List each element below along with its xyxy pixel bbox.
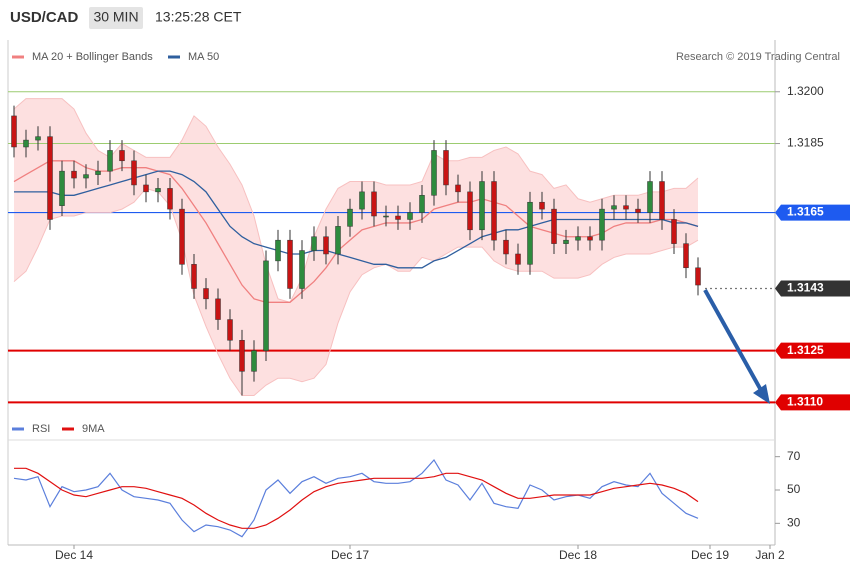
candle-body [71, 170, 77, 179]
level-label: 1.3125 [787, 343, 824, 357]
band-edge [13, 187, 699, 396]
level-label: 1.3110 [787, 395, 823, 409]
candle-body [59, 170, 65, 206]
level-tag [775, 394, 850, 411]
rsi-line [13, 458, 699, 538]
x-tick-label: Dec 17 [331, 548, 369, 562]
candle-body [203, 288, 209, 300]
legend-label: 9MA [82, 423, 105, 435]
y-tick-label: 70 [787, 449, 801, 463]
timeframe: 30 MIN [93, 9, 138, 25]
candle-body [371, 191, 377, 217]
candle-body [551, 208, 557, 244]
candle-body [575, 236, 581, 241]
y-tick-label: 1.3185 [787, 136, 824, 150]
candle-body [671, 219, 677, 244]
level-tag [775, 204, 850, 221]
candle-body [479, 181, 485, 231]
ma-line [13, 160, 699, 303]
candle-body [23, 139, 29, 148]
candle-body [419, 195, 425, 213]
candle-body [431, 150, 437, 196]
y-tick-label: 30 [787, 516, 801, 530]
candle-body [503, 239, 509, 255]
x-tick-label: Dec 14 [55, 548, 93, 562]
candle-body [11, 115, 17, 148]
candle-body [323, 236, 329, 255]
bollinger-band [14, 98, 698, 396]
legend-label: RSI [32, 423, 50, 435]
candle-body [191, 264, 197, 289]
candle-body [623, 205, 629, 210]
forecast-arrow [703, 289, 764, 393]
candle-body [299, 250, 305, 289]
rsi-line [14, 467, 699, 529]
candle-body [215, 298, 221, 320]
plot-layer: 1.3200 1.3185 1.3165 1.3143 1.3125 1.3110 Dec … [8, 51, 850, 562]
credit: Research © 2019 Trading Central [676, 51, 840, 63]
timeframe-box [89, 7, 143, 29]
candle-body [35, 136, 41, 141]
candle-body [263, 260, 269, 351]
candle-body [539, 201, 545, 210]
candle-body [599, 208, 605, 241]
legend-label: MA 20 + Bollinger Bands [32, 51, 153, 63]
candle-body [227, 319, 233, 341]
forecast-arrowhead [753, 384, 770, 404]
candle-body [287, 239, 293, 289]
candle-body [491, 181, 497, 241]
candle-body [251, 350, 257, 372]
candle-body [527, 201, 533, 265]
legend-label: MA 50 [188, 51, 219, 63]
ma-line [14, 170, 699, 269]
y-tick-label: 1.3200 [787, 84, 824, 98]
level-tag [775, 342, 850, 359]
level-label: 1.3165 [787, 205, 824, 219]
candle-body [443, 150, 449, 186]
x-tick-label: Dec 18 [559, 548, 597, 562]
candle-body [131, 160, 137, 186]
candle-body [107, 150, 113, 172]
candle-body [395, 215, 401, 220]
candle-body [155, 188, 161, 193]
candle-body [119, 150, 125, 162]
candle-body [47, 136, 53, 220]
candle-body [455, 184, 461, 193]
candle-body [275, 239, 281, 262]
x-tick-label: Dec 19 [691, 548, 729, 562]
candle-body [407, 212, 413, 220]
candle-body [335, 226, 341, 255]
time: 13:25:28 CET [155, 9, 242, 25]
candle-body [611, 205, 617, 210]
candle-body [647, 181, 653, 213]
candle-body [167, 188, 173, 210]
candle-body [359, 191, 365, 210]
candle-body [659, 181, 665, 220]
level-tag [775, 280, 850, 297]
candle-body [635, 208, 641, 213]
symbol: USD/CAD [10, 9, 79, 26]
candle-body [695, 267, 701, 286]
candle-body [239, 340, 245, 372]
candle-body [383, 215, 389, 218]
candle-body [347, 208, 353, 227]
candle-body [83, 174, 89, 179]
candle-body [95, 170, 101, 175]
candle-body [563, 239, 569, 244]
candle-body [587, 236, 593, 241]
candle-body [311, 236, 317, 251]
candle-body [515, 253, 521, 265]
band-edge [13, 98, 699, 303]
candle-body [143, 184, 149, 193]
level-label: 1.3143 [787, 281, 824, 295]
candle-body [467, 191, 473, 231]
candle-body [179, 208, 185, 265]
candle-body [683, 243, 689, 269]
x-tick-label: Jan 2 [755, 548, 785, 562]
y-tick-label: 50 [787, 482, 801, 496]
